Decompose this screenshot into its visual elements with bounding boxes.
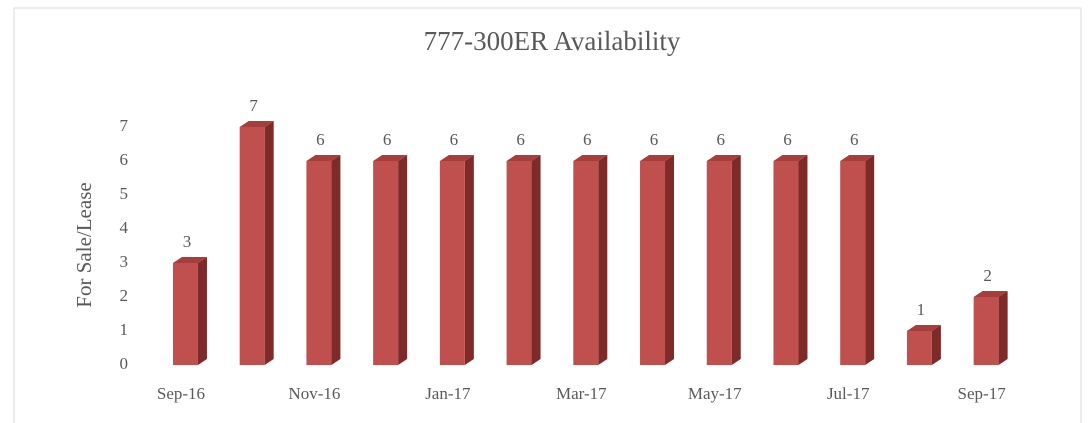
y-tick-label: 7 [120, 116, 129, 135]
bar-front [239, 127, 265, 365]
bar [506, 155, 541, 365]
bar-top [506, 155, 541, 161]
bar-top [439, 155, 474, 161]
bar [172, 257, 207, 365]
bar-side [798, 155, 808, 365]
bar-side [731, 155, 741, 365]
bar-top [906, 325, 941, 331]
chart-frame [13, 7, 1082, 423]
bar-front [973, 297, 999, 365]
bar-side [665, 155, 675, 365]
bar-side [998, 291, 1008, 365]
data-label: 6 [516, 130, 525, 149]
bar-front [439, 161, 465, 365]
data-label: 1 [917, 300, 926, 319]
chart-title: 777-300ER Availability [424, 26, 681, 56]
data-label: 7 [249, 96, 258, 115]
bar-top [640, 155, 675, 161]
y-axis-title: For Sale/Lease [72, 182, 96, 307]
bar-top [239, 121, 274, 127]
bar [573, 155, 608, 365]
y-tick-label: 6 [120, 150, 129, 169]
bar-side [598, 155, 608, 365]
bar-front [706, 161, 732, 365]
data-label: 6 [383, 130, 392, 149]
data-label: 6 [783, 130, 792, 149]
x-tick-label: Nov-16 [288, 384, 340, 403]
data-label: 6 [316, 130, 325, 149]
x-tick-label: Sep-17 [958, 384, 1007, 403]
bar [706, 155, 741, 365]
bar-front [640, 161, 666, 365]
y-tick-label: 3 [120, 252, 129, 271]
bar [906, 325, 941, 365]
bar-front [306, 161, 332, 365]
x-tick-label: Jan-17 [425, 384, 471, 403]
x-tick-label: Mar-17 [556, 384, 607, 403]
data-label: 6 [450, 130, 459, 149]
bar [973, 291, 1008, 365]
bar-top [573, 155, 608, 161]
bar-side [464, 155, 474, 365]
bar-top [172, 257, 207, 263]
bar-front [840, 161, 866, 365]
data-label: 6 [716, 130, 725, 149]
bar-front [773, 161, 799, 365]
bar-top [840, 155, 875, 161]
bar [840, 155, 875, 365]
bar-top [373, 155, 408, 161]
y-tick-label: 0 [120, 354, 129, 373]
bar-front [573, 161, 599, 365]
bar [306, 155, 341, 365]
bar-top [706, 155, 741, 161]
bar-side [264, 121, 274, 365]
bar-front [172, 263, 198, 365]
y-tick-label: 5 [120, 184, 129, 203]
bar-side [531, 155, 541, 365]
data-label: 6 [650, 130, 659, 149]
bar [239, 121, 274, 365]
bar-front [506, 161, 532, 365]
y-tick-label: 4 [120, 218, 129, 237]
y-tick-label: 1 [120, 320, 129, 339]
x-tick-label: May-17 [688, 384, 742, 403]
bar-front [906, 331, 932, 365]
bar-side [865, 155, 875, 365]
bar-side [398, 155, 408, 365]
bar [439, 155, 474, 365]
x-tick-label: Sep-16 [157, 384, 205, 403]
bar-top [973, 291, 1008, 297]
data-label: 6 [583, 130, 592, 149]
bar-top [773, 155, 808, 161]
bar-top [306, 155, 341, 161]
y-tick-label: 2 [120, 286, 129, 305]
bar [373, 155, 408, 365]
data-label: 6 [850, 130, 859, 149]
bar [773, 155, 808, 365]
data-label: 2 [983, 266, 992, 285]
x-tick-label: Jul-17 [827, 384, 870, 403]
data-label: 3 [183, 232, 192, 251]
bar-side [197, 257, 207, 365]
bar-side [331, 155, 341, 365]
bar-front [373, 161, 399, 365]
bar-side [931, 325, 941, 365]
bar [640, 155, 675, 365]
